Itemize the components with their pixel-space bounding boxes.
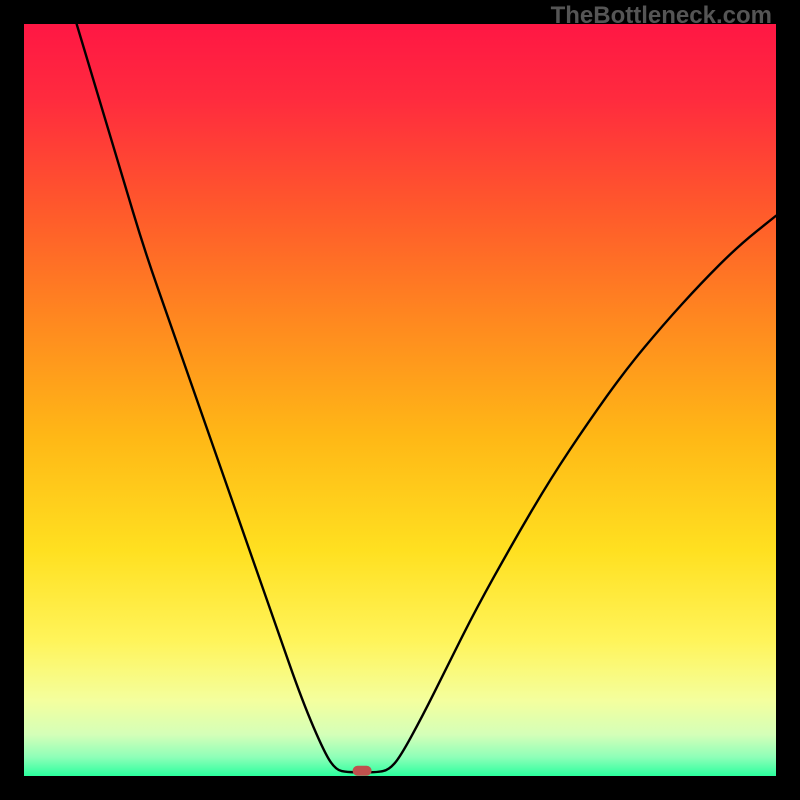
chart-canvas: TheBottleneck.com [0, 0, 800, 800]
plot-area [24, 24, 776, 776]
curve-layer [24, 24, 776, 776]
watermark-text: TheBottleneck.com [551, 2, 772, 30]
bottleneck-curve [77, 24, 776, 772]
optimum-marker [353, 765, 372, 776]
